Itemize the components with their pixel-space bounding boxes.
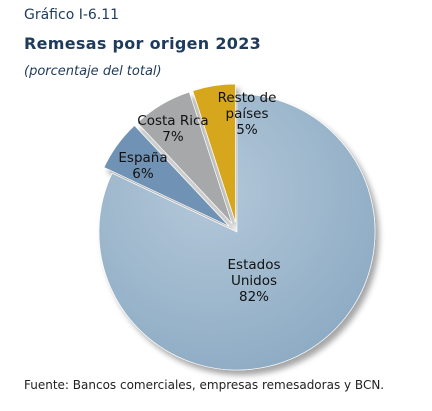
chart-title: Remesas por origen 2023	[24, 34, 262, 53]
chart-subtitle: (porcentaje del total)	[24, 64, 162, 79]
pie-slice-resto-de-paises	[192, 83, 236, 223]
data-label-costa-rica: 7%	[162, 129, 184, 145]
pie-slice-espana	[103, 125, 230, 227]
chart-number-label: Gráfico I-6.11	[24, 7, 120, 23]
slice-label-resto-de-paises: Resto de	[218, 90, 277, 106]
slice-label-espana: España	[118, 150, 167, 166]
data-label-resto-de-paises: 5%	[236, 122, 258, 138]
slice-label-estados-unidos: Estados	[228, 257, 281, 273]
slice-label-resto-de-paises: países	[226, 106, 269, 122]
slice-label-costa-rica: Costa Rica	[137, 113, 208, 129]
pie-slice-estados-unidos	[98, 93, 376, 371]
data-label-estados-unidos: 82%	[239, 289, 269, 305]
source-note: Fuente: Bancos comerciales, empresas rem…	[24, 378, 385, 392]
data-label-espana: 6%	[132, 166, 154, 182]
pie-slices	[98, 83, 376, 371]
pie-slice-costa-rica	[137, 91, 233, 224]
slice-label-estados-unidos: Unidos	[231, 273, 277, 289]
